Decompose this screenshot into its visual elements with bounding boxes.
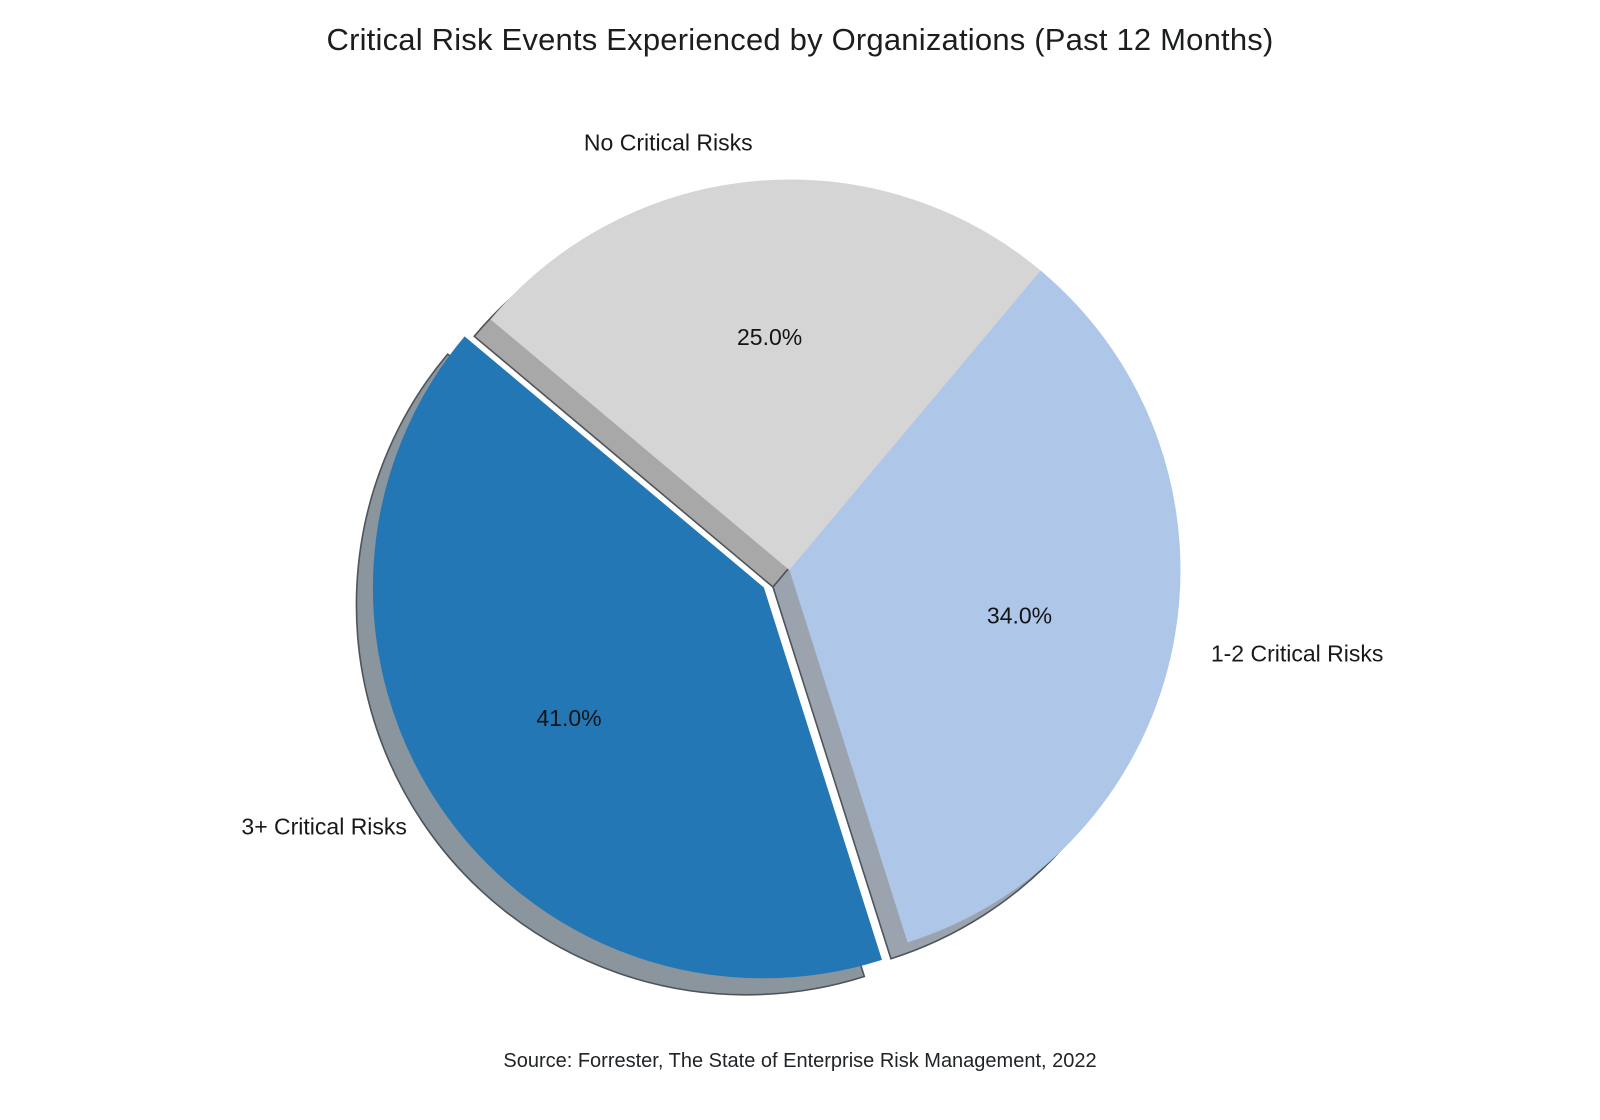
slice-label: No Critical Risks [584, 130, 753, 156]
pie-slice [372, 336, 882, 979]
slice-label: 1-2 Critical Risks [1211, 640, 1384, 666]
slice-percent-label: 34.0% [987, 602, 1052, 628]
slice-label: 3+ Critical Risks [241, 813, 407, 839]
slice-percent-label: 41.0% [536, 705, 601, 731]
slice-percent-label: 25.0% [737, 324, 802, 350]
source-caption: Source: Forrester, The State of Enterpri… [503, 1050, 1097, 1072]
pie-slice [789, 270, 1181, 943]
pie-slice [490, 179, 1042, 571]
chart-title: Critical Risk Events Experienced by Orga… [326, 22, 1274, 57]
